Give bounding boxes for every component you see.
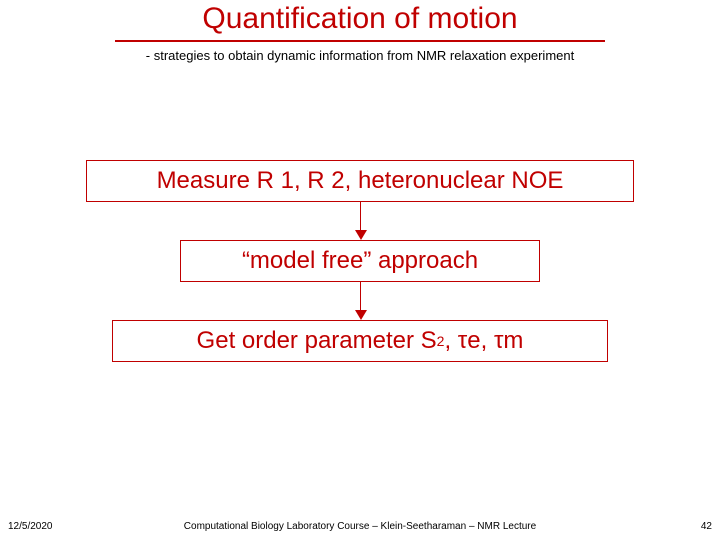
box-modelfree-text: “model free” approach [242, 247, 478, 275]
box-modelfree: “model free” approach [180, 240, 540, 282]
box-order-prefix: Get order parameter S [197, 327, 437, 355]
arrow-head-1 [355, 230, 367, 240]
slide-subtitle: - strategies to obtain dynamic informati… [0, 48, 720, 63]
footer-center: Computational Biology Laboratory Course … [0, 521, 720, 532]
box-order-suffix: , τe, τm [444, 327, 523, 355]
title-underline [115, 40, 605, 42]
box-measure: Measure R 1, R 2, heteronuclear NOE [86, 160, 634, 202]
slide: Quantification of motion - strategies to… [0, 0, 720, 540]
box-order-sup: 2 [437, 333, 445, 349]
slide-title: Quantification of motion [0, 2, 720, 36]
box-measure-text: Measure R 1, R 2, heteronuclear NOE [157, 167, 564, 195]
arrow-head-2 [355, 310, 367, 320]
footer-page-number: 42 [701, 521, 712, 532]
box-order: Get order parameter S2 , τe, τm [112, 320, 608, 362]
